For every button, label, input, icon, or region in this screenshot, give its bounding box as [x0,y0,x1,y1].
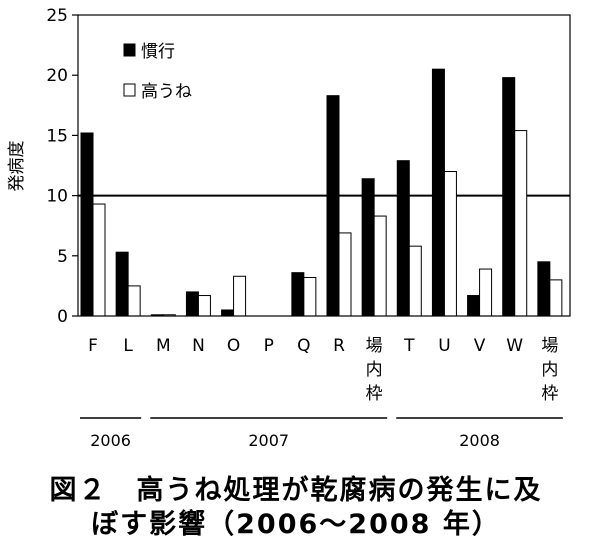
category-label: N [192,336,205,356]
category-label: 場内枠 [366,336,383,404]
plot-frame [77,14,571,317]
y-tick-label: 15 [46,126,68,146]
axis-layer [72,14,571,317]
figure-caption-line1: 図２ 高うね処理が乾腐病の発生に及 [49,475,543,506]
bar-series1 [115,251,129,317]
bar-series1 [537,261,551,317]
bar-series2 [514,130,528,317]
bar-series1 [431,68,445,317]
category-label: P [264,336,274,356]
bar-series1 [467,295,481,317]
bar-series2 [197,295,211,317]
y-tick-label: 0 [57,307,68,327]
bar-series2 [303,276,317,317]
bar-series2 [233,275,247,317]
y-tick-label: 10 [46,187,68,207]
category-label: R [333,336,345,356]
legend-swatch [123,83,136,97]
bar-series2 [479,268,493,317]
category-label: T [403,336,415,356]
category-label: W [506,336,523,356]
category-label: V [474,336,486,356]
legend-label: 高うね [141,82,192,102]
year-group-label: 2007 [248,431,289,450]
bar-series2 [549,279,563,317]
category-label: Q [297,336,310,356]
year-groups: 2006 2007 2008 [80,417,563,450]
y-axis-label: 発病度 [7,141,27,192]
year-group-label: 2008 [459,431,500,450]
bar-series1 [396,160,410,317]
bar-series2 [443,171,457,317]
bar-series2 [92,203,106,317]
bars-layer [80,68,563,317]
category-label: U [438,336,450,356]
legend-swatch [123,43,136,57]
legend-label: 慣行 [141,42,175,62]
bar-series1 [361,178,375,317]
bar-series2 [338,232,352,317]
bar-series2 [408,245,422,317]
category-label: M [156,336,171,356]
category-label: O [227,336,240,356]
category-labels: F L M N O P Q R 場内枠 T U V W 場内枠 [88,336,558,404]
bar-series2 [373,215,387,317]
category-label: L [123,336,133,356]
bar-series1 [291,272,305,317]
figure-caption-line2: ぼす影響（2006～2008 年） [91,509,501,540]
bar-series2 [127,285,141,317]
year-group-label: 2006 [90,431,131,450]
category-label: 場内枠 [541,336,558,404]
bar-series1 [326,95,340,317]
bar-series1 [221,309,235,317]
category-label: F [88,336,98,356]
bar-series1 [502,77,516,317]
bar-series1 [80,132,94,317]
y-tick-labels: 0 5 10 15 20 25 [46,6,68,327]
y-tick-label: 20 [46,66,68,86]
y-tick-label: 25 [46,6,68,26]
bar-series1 [185,291,199,317]
y-tick-label: 5 [57,247,68,267]
